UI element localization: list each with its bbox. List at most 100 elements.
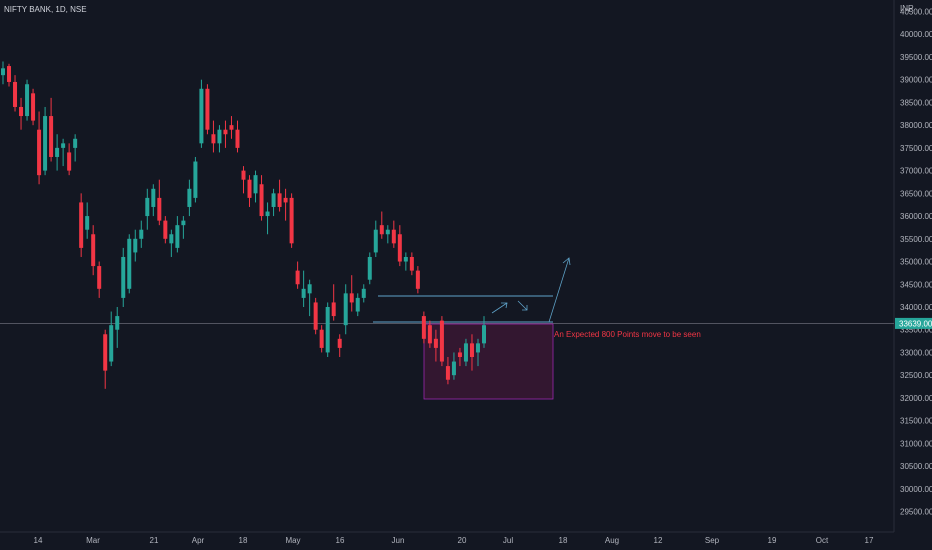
candle-body-up — [265, 211, 270, 217]
candle-body-up — [55, 147, 60, 157]
time-axis[interactable]: 14 Mar 21 Apr 18 May 16 Jun 20 Jul 18 Aug 12 Sep 19 Oct… — [34, 536, 874, 545]
candle — [367, 252, 372, 285]
candle-body-up — [109, 325, 114, 362]
candle — [482, 316, 486, 348]
candle-body-down — [415, 270, 420, 289]
candle — [163, 216, 168, 244]
candle-body-up — [367, 256, 372, 280]
candlestick-series — [1, 61, 486, 389]
price-tick-label: 30500.00 — [900, 462, 932, 471]
candle — [73, 134, 78, 162]
candle-body-up — [193, 161, 198, 198]
candle — [349, 275, 354, 312]
candle — [475, 338, 480, 367]
time-tick-label: May — [285, 536, 300, 545]
candle — [7, 63, 12, 87]
candle-body-up — [1, 68, 5, 76]
candle-body-down — [391, 229, 396, 244]
candle-body-down — [205, 88, 210, 130]
candle-body-up — [217, 129, 222, 144]
candle-body-up — [61, 143, 66, 148]
projection-arrow-up-small[interactable] — [491, 302, 508, 314]
candle-body-up — [73, 138, 78, 148]
candle-body-down — [421, 316, 426, 339]
candle — [457, 347, 462, 367]
price-tick-label: 33000.00 — [900, 348, 932, 357]
candle-body-down — [67, 152, 72, 171]
candle — [13, 75, 18, 112]
annotation-text[interactable]: An Expected 800 Points move to be seen — [554, 330, 701, 339]
price-tick-label: 40500.00 — [900, 8, 932, 17]
projection-arrow-up-large[interactable] — [548, 257, 571, 323]
candle-body-down — [409, 256, 414, 271]
candle — [175, 216, 180, 253]
price-tick-label: 38500.00 — [900, 98, 932, 107]
candle — [217, 125, 222, 153]
candle — [187, 179, 192, 217]
candle — [415, 266, 420, 294]
candle-body-up — [373, 229, 378, 253]
candle — [451, 352, 456, 380]
candle-body-down — [241, 170, 246, 180]
time-tick-label: 18 — [559, 536, 568, 545]
candle-body-up — [115, 316, 120, 330]
price-tick-label: 34000.00 — [900, 303, 932, 312]
candle — [265, 202, 270, 235]
time-tick-label: Sep — [705, 536, 720, 545]
candle — [133, 229, 138, 262]
price-tick-label: 31000.00 — [900, 439, 932, 448]
candle-body-down — [31, 93, 36, 121]
candle — [205, 84, 210, 135]
candle — [1, 61, 5, 85]
candle-body-up — [169, 234, 174, 244]
candle — [373, 220, 378, 257]
candle-body-up — [85, 216, 90, 230]
candle-body-up — [482, 325, 486, 344]
candle — [427, 320, 432, 348]
candle-body-up — [475, 343, 480, 353]
candle — [277, 179, 282, 212]
candle-body-up — [151, 188, 156, 207]
last-price-badge: 33639.00 — [895, 317, 932, 329]
price-tick-label: 31500.00 — [900, 417, 932, 426]
projection-arrow-down-small[interactable] — [517, 300, 528, 311]
candle-body-down — [229, 125, 234, 130]
symbol-title: NIFTY BANK, 1D, NSE — [4, 5, 87, 14]
candle — [403, 252, 408, 271]
candle-body-down — [331, 302, 336, 317]
candle-body-down — [439, 320, 444, 362]
candle-body-up — [199, 88, 204, 144]
candle — [433, 329, 438, 362]
candle — [55, 134, 60, 171]
candle-body-up — [301, 288, 306, 298]
candle — [325, 302, 330, 357]
time-tick-label: Jul — [503, 536, 513, 545]
candle — [259, 175, 264, 221]
candle — [49, 97, 54, 162]
candle — [271, 188, 276, 217]
candle — [397, 225, 402, 267]
candle-body-up — [343, 293, 348, 326]
demand-zone-rectangle[interactable] — [423, 323, 554, 400]
candle — [109, 311, 114, 367]
candle — [409, 252, 414, 276]
price-tick-label: 30000.00 — [900, 485, 932, 494]
candle — [337, 334, 342, 357]
candle — [319, 325, 324, 353]
candle — [145, 188, 150, 230]
candle — [151, 184, 156, 217]
candle — [247, 175, 252, 207]
candle — [343, 284, 348, 335]
price-axis[interactable]: 29500.00 30000.00 30500.00 31000.00 31500.00… — [900, 8, 932, 517]
candle — [37, 111, 42, 185]
candle — [331, 284, 336, 321]
price-tick-label: 37000.00 — [900, 167, 932, 176]
candle — [253, 170, 258, 203]
candle-body-up — [25, 84, 30, 117]
candle-body-down — [13, 81, 18, 107]
candle — [283, 188, 288, 221]
candle — [235, 120, 240, 153]
candle — [295, 261, 300, 289]
